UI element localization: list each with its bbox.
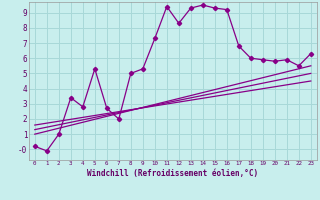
- X-axis label: Windchill (Refroidissement éolien,°C): Windchill (Refroidissement éolien,°C): [87, 169, 258, 178]
